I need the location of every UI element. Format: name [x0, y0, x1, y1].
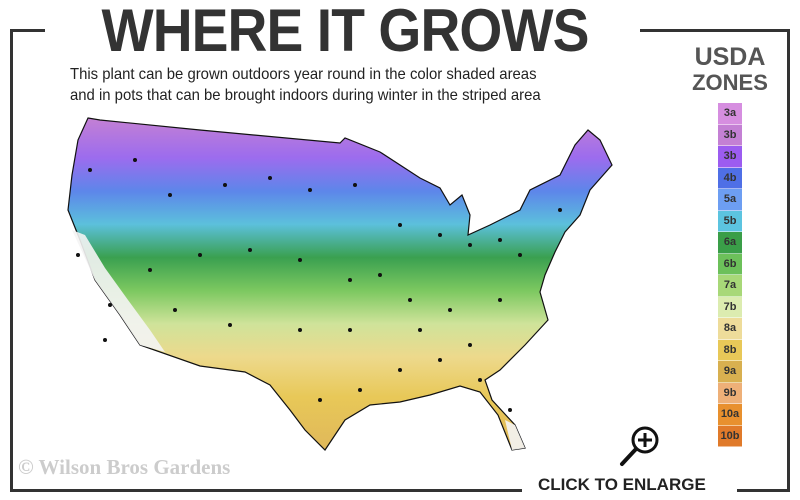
city-dot: [468, 343, 472, 347]
city-dot: [408, 298, 412, 302]
city-dot: [248, 248, 252, 252]
legend-zone-6a: 6a: [718, 232, 742, 254]
city-dot: [173, 308, 177, 312]
subtitle: This plant can be grown outdoors year ro…: [70, 64, 591, 106]
city-dot: [478, 378, 482, 382]
city-dot: [398, 223, 402, 227]
city-dot: [318, 398, 322, 402]
click-to-enlarge-button[interactable]: CLICK TO ENLARGE: [530, 475, 714, 495]
city-dot: [508, 408, 512, 412]
legend-zone-5b: 5b: [718, 210, 742, 232]
city-dot: [378, 273, 382, 277]
zone-legend: 3a 3b 3b 4b 5a 5b 6a 6b 7a 7b 8a 8b 9a 9b 10a 10b: [718, 103, 742, 447]
copyright-watermark: © Wilson Bros Gardens: [18, 455, 231, 479]
legend-zone-5a: 5a: [718, 189, 742, 211]
subtitle-line: This plant can be grown outdoors year ro…: [70, 66, 537, 83]
legend-title-line: USDA: [694, 43, 766, 71]
legend-zone-3b: 3b: [718, 146, 742, 168]
city-dot: [268, 176, 272, 180]
city-dot: [558, 208, 562, 212]
city-dot: [133, 158, 137, 162]
city-dot: [103, 338, 107, 342]
city-dot: [148, 268, 152, 272]
city-dot: [76, 253, 80, 257]
us-outline: [67, 117, 613, 451]
city-dot: [228, 323, 232, 327]
city-dot: [168, 193, 172, 197]
city-dot: [438, 358, 442, 362]
city-dot: [468, 243, 472, 247]
legend-zone-9a: 9a: [718, 361, 742, 383]
city-dot: [298, 328, 302, 332]
legend-zone-3b: 3b: [718, 124, 742, 146]
city-dot: [348, 278, 352, 282]
city-dot: [308, 188, 312, 192]
legend-zone-10b: 10b: [718, 425, 742, 447]
legend-zone-9b: 9b: [718, 382, 742, 404]
subtitle-line: and in pots that can be brought indoors …: [70, 87, 541, 104]
city-dot: [198, 253, 202, 257]
legend-zone-7a: 7a: [718, 275, 742, 297]
magnifier-plus-icon[interactable]: [610, 424, 664, 468]
city-dot: [348, 328, 352, 332]
city-dot: [223, 183, 227, 187]
city-dot: [448, 308, 452, 312]
legend-zone-4b: 4b: [718, 167, 742, 189]
legend-zone-8b: 8b: [718, 339, 742, 361]
city-dot: [498, 298, 502, 302]
city-dot: [108, 303, 112, 307]
legend-zone-8a: 8a: [718, 318, 742, 340]
city-dot: [518, 253, 522, 257]
legend-zone-6b: 6b: [718, 253, 742, 275]
city-dot: [88, 168, 92, 172]
city-dot: [353, 183, 357, 187]
frame-gap: [45, 25, 640, 35]
city-dot: [398, 368, 402, 372]
city-dot: [358, 388, 362, 392]
city-markers: [76, 158, 562, 412]
city-dot: [298, 258, 302, 262]
florida-tip-area: [505, 420, 525, 450]
us-zone-map[interactable]: [40, 100, 630, 470]
city-dot: [418, 328, 422, 332]
legend-title: USDA ZONES: [675, 44, 785, 96]
legend-zone-3a: 3a: [718, 103, 742, 125]
page-title: WHERE IT GROWS: [101, 0, 590, 64]
city-dot: [498, 238, 502, 242]
legend-title-line: ZONES: [692, 70, 768, 95]
legend-zone-7b: 7b: [718, 296, 742, 318]
city-dot: [438, 233, 442, 237]
coastal-frost-free-area: [72, 230, 165, 352]
legend-zone-10a: 10a: [718, 404, 742, 426]
